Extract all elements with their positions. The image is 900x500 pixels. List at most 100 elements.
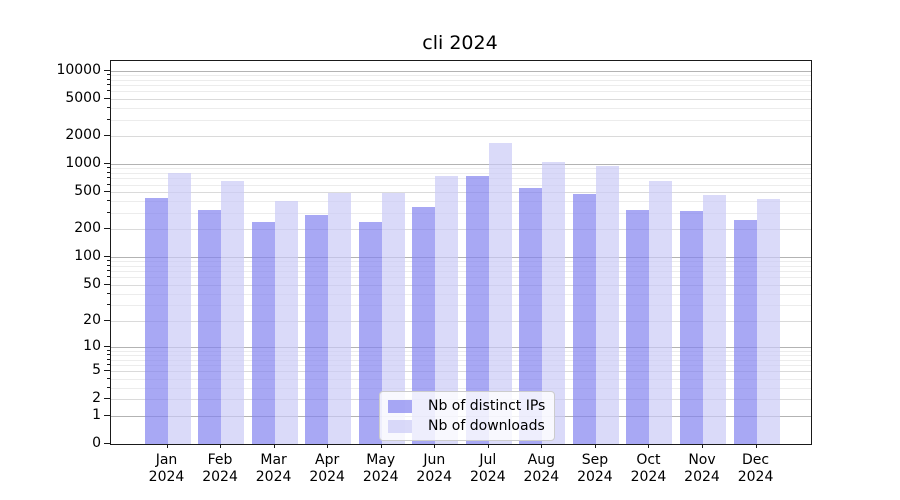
y-tick-label: 10000 <box>56 61 101 78</box>
x-tick-year: 2024 <box>469 469 506 485</box>
x-tick-label: Dec 2024 <box>721 452 791 486</box>
x-tick <box>702 444 703 448</box>
x-tick-year: 2024 <box>737 469 774 485</box>
y-tick <box>104 69 110 71</box>
y-tick <box>104 283 110 285</box>
bar-distinct-ips-apr-2024 <box>305 214 329 444</box>
x-tick-year: 2024 <box>309 469 345 485</box>
bar-downloads-mar-2024 <box>274 201 298 444</box>
x-tick-year: 2024 <box>630 469 667 485</box>
x-tick-month: May <box>366 452 396 468</box>
x-tick-label: Jul 2024 <box>453 452 523 486</box>
gridline <box>111 107 811 109</box>
x-tick <box>166 444 168 448</box>
y-minor-tick <box>107 200 110 202</box>
y-minor-tick <box>107 276 110 278</box>
bar-downloads-apr-2024 <box>328 192 352 444</box>
bar-downloads-nov-2024 <box>703 195 726 444</box>
bar-downloads-jul-2024 <box>488 143 512 444</box>
y-minor-tick <box>107 74 110 76</box>
bar-distinct-ips-dec-2024 <box>733 220 757 444</box>
bar-distinct-ips-mar-2024 <box>251 221 275 444</box>
legend-item-distinct-ips: Nb of distinct IPs <box>388 398 545 414</box>
x-tick <box>380 444 382 448</box>
gridline <box>111 354 811 356</box>
legend: Nb of distinct IPs Nb of downloads <box>379 391 556 441</box>
x-tick-label: Aug 2024 <box>506 452 576 486</box>
x-tick <box>487 444 489 448</box>
bar-distinct-ips-oct-2024 <box>626 209 650 444</box>
y-tick <box>104 228 110 230</box>
bar-downloads-may-2024 <box>381 192 405 444</box>
x-tick-year: 2024 <box>148 469 185 485</box>
bar-distinct-ips-sep-2024 <box>572 193 596 444</box>
legend-swatch-downloads <box>388 419 412 433</box>
gridline <box>111 284 811 286</box>
y-minor-tick <box>107 183 110 185</box>
y-tick-label: 2000 <box>65 126 101 143</box>
y-minor-tick <box>107 353 110 355</box>
y-minor-tick <box>107 177 110 179</box>
gridline <box>111 173 811 175</box>
y-minor-tick <box>107 172 110 174</box>
x-tick-label: Oct 2024 <box>613 452 683 486</box>
bar-downloads-oct-2024 <box>649 180 673 444</box>
gridline <box>111 168 811 170</box>
x-tick <box>327 444 329 448</box>
y-tick <box>104 191 110 193</box>
x-tick-label: Apr 2024 <box>292 452 362 486</box>
gridline <box>111 320 811 322</box>
gridline <box>111 265 811 267</box>
y-tick <box>104 163 110 165</box>
gridline <box>111 85 811 87</box>
y-tick <box>104 398 110 400</box>
y-minor-tick <box>107 303 110 305</box>
x-tick-label: Feb 2024 <box>185 452 255 486</box>
gridline <box>111 371 811 373</box>
y-tick-label: 100 <box>74 247 101 264</box>
x-tick-year: 2024 <box>362 469 399 485</box>
legend-label-distinct-ips: Nb of distinct IPs <box>428 398 546 414</box>
y-tick-label: 10 <box>83 337 101 354</box>
gridline <box>111 79 811 81</box>
bar-downloads-jan-2024 <box>167 173 191 444</box>
x-tick <box>273 444 275 448</box>
x-tick-month: Aug <box>527 452 556 468</box>
y-tick-label: 1000 <box>65 155 101 172</box>
y-tick-label: 0 <box>92 435 101 451</box>
y-tick-label: 200 <box>74 220 101 237</box>
y-tick <box>104 255 110 257</box>
x-tick-year: 2024 <box>684 469 720 485</box>
y-tick-label: 50 <box>83 275 101 292</box>
bar-downloads-dec-2024 <box>756 198 780 444</box>
x-tick-month: Oct <box>636 452 661 468</box>
gridline <box>111 365 811 367</box>
x-tick-label: May 2024 <box>346 452 416 486</box>
plot-area: Nb of distinct IPs Nb of downloads <box>110 60 812 445</box>
chart-title: cli 2024 <box>422 32 498 54</box>
bar-distinct-ips-jan-2024 <box>144 197 168 444</box>
x-tick-month: Jan <box>155 452 178 468</box>
gridline <box>111 98 811 100</box>
y-minor-tick <box>107 270 110 272</box>
gridline <box>111 256 811 258</box>
x-tick <box>594 444 596 448</box>
gridline <box>111 75 811 77</box>
bar-distinct-ips-jun-2024 <box>412 206 436 444</box>
x-tick-year: 2024 <box>255 469 292 485</box>
x-tick-month: Dec <box>742 452 770 468</box>
x-tick-year: 2024 <box>416 469 453 485</box>
y-minor-tick <box>107 260 110 262</box>
gridline <box>111 378 811 380</box>
gridline <box>111 350 811 352</box>
bar-distinct-ips-feb-2024 <box>198 210 222 444</box>
gridline <box>111 164 811 166</box>
gridline <box>111 387 811 389</box>
bar-downloads-aug-2024 <box>542 162 566 444</box>
y-minor-tick <box>107 211 110 213</box>
x-tick-month: Sep <box>581 452 609 468</box>
y-tick-label: 500 <box>74 183 101 200</box>
gridline <box>111 212 811 214</box>
x-tick <box>434 444 436 448</box>
